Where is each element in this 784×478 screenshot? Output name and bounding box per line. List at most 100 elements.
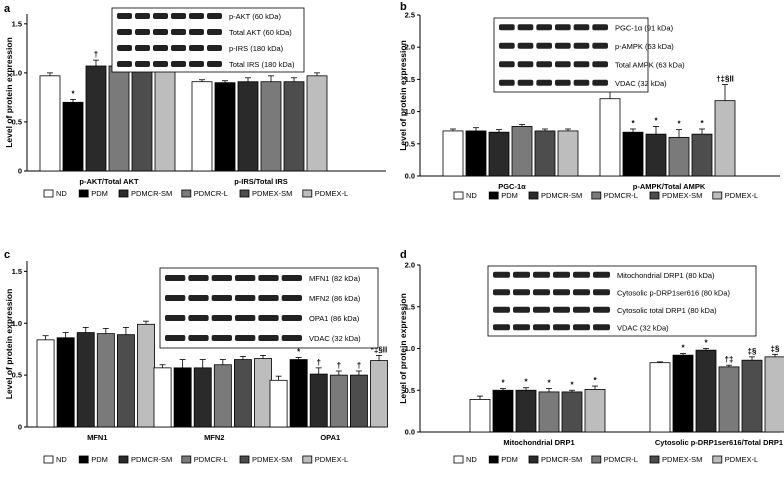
- bar-PDMEX-SM: [349, 374, 368, 428]
- blot-band: [536, 42, 552, 49]
- legend-swatch: [78, 189, 89, 198]
- blot-label: PGC-1α (91 kDa): [615, 23, 674, 32]
- chart-panel-c: c Level of protein expression 0 0.5 1.0 1.5 MF…: [4, 249, 388, 464]
- legend-label: PDMEX-L: [725, 455, 758, 464]
- blot-band: [536, 24, 552, 31]
- blot-label: MFN1 (82 kDa): [309, 274, 361, 283]
- blot-label: MFN2 (86 kDa): [309, 294, 361, 303]
- blot-band: [513, 271, 530, 278]
- bar-PDM: [173, 367, 192, 428]
- blot-band: [258, 275, 279, 281]
- blot-band: [553, 306, 570, 313]
- bar-ND: [36, 339, 55, 428]
- bar-PDMEX-SM: [131, 67, 153, 172]
- blot-band: [211, 335, 232, 341]
- significance-mark: ‡§: [771, 344, 780, 353]
- legend-label: ND: [466, 455, 477, 464]
- legend-label: PDMEX-SM: [252, 189, 292, 198]
- bar-PDMEX-SM: [283, 81, 305, 172]
- significance-mark: †‡§ll: [716, 75, 734, 84]
- blot-band: [117, 61, 132, 67]
- legend-label: ND: [56, 189, 67, 198]
- blot-band: [592, 61, 608, 68]
- blot-band: [189, 45, 204, 51]
- blot-band: [153, 45, 168, 51]
- chart-panel-b: b Level of protein expression 0.0 0.5 1.0 1.5…: [398, 1, 780, 200]
- blot-band: [533, 289, 550, 296]
- category-label: MFN2: [204, 433, 224, 442]
- y-tick-label: 1.0: [12, 68, 22, 77]
- blot-band: [153, 29, 168, 35]
- bar-PDM: [56, 337, 75, 428]
- bar-ND: [649, 362, 671, 433]
- bar-PDMCR-SM: [193, 367, 212, 428]
- blot-band: [553, 324, 570, 331]
- legend-swatch: [78, 455, 89, 464]
- legend-swatch: [712, 191, 723, 200]
- y-tick-label: 1.0: [405, 344, 415, 353]
- blot-band: [573, 271, 590, 278]
- y-tick-label: 0.5: [12, 371, 22, 380]
- bar-PDM: [289, 359, 308, 428]
- legend-label: PDMEX-SM: [252, 455, 292, 464]
- y-tick-label: 0: [18, 423, 22, 432]
- category-label: OPA1: [320, 433, 340, 442]
- y-tick-label: 1.5: [12, 19, 22, 28]
- legend-label: ND: [466, 191, 477, 200]
- blot-band: [165, 315, 186, 321]
- blot-band: [171, 29, 186, 35]
- bar-PDMCR-L: [213, 364, 232, 428]
- bar-PDMEX-SM: [233, 359, 252, 428]
- y-tick-label: 0.5: [405, 139, 415, 148]
- blot-label: p-IRS (180 kDa): [229, 44, 284, 53]
- chart-panel-d: d Level of protein expression 0.0 0.5 1.0 1.5…: [398, 249, 784, 464]
- blot-band: [499, 42, 515, 49]
- blot-band: [235, 315, 256, 321]
- panel-letter: a: [4, 3, 11, 15]
- blot-band: [281, 315, 302, 321]
- legend-swatch: [181, 455, 192, 464]
- y-tick-label: 0: [18, 167, 22, 176]
- y-axis-label: Level of protein expression: [4, 37, 14, 148]
- blot-band: [207, 45, 222, 51]
- blot-band: [573, 61, 590, 68]
- blot-band: [536, 79, 552, 86]
- blot-band: [573, 306, 590, 313]
- blot-band: [189, 61, 204, 67]
- legend-swatch: [118, 189, 129, 198]
- bar-PDMCR-L: [538, 391, 560, 433]
- legend-label: PDMCR-SM: [541, 455, 582, 464]
- blot-label: Total IRS (180 kDa): [229, 60, 295, 69]
- blot-band: [211, 295, 232, 301]
- blot-band: [573, 24, 590, 31]
- significance-mark: *: [677, 120, 681, 129]
- blot-band: [258, 335, 279, 341]
- blot-band: [513, 306, 530, 313]
- significance-mark: *: [501, 379, 505, 388]
- y-tick-label: 1.0: [12, 319, 22, 328]
- legend-label: PDM: [501, 455, 518, 464]
- blot-band: [153, 13, 168, 19]
- legend-swatch: [453, 455, 464, 464]
- bar-PDMEX-L: [254, 358, 272, 428]
- bar-ND: [153, 367, 172, 428]
- blot-band: [171, 61, 186, 67]
- blot-band: [207, 61, 222, 67]
- significance-mark: *: [297, 347, 301, 356]
- legend-swatch: [239, 189, 250, 198]
- blot-band: [235, 335, 256, 341]
- panel-letter: b: [400, 1, 407, 13]
- blot-band: [593, 289, 610, 296]
- significance-mark: *: [570, 380, 574, 389]
- blot-band: [517, 24, 534, 31]
- blot-label: VDAC (32 kDa): [309, 334, 361, 343]
- bar-PDMEX-L: [154, 65, 176, 172]
- y-tick-label: 1.5: [12, 267, 22, 276]
- bar-PDMEX-SM: [561, 391, 583, 433]
- legend-label: PDMEX-SM: [662, 455, 702, 464]
- bar-PDMCR-L: [329, 374, 348, 428]
- bar-PDMEX-SM: [741, 359, 763, 433]
- legend-swatch: [239, 455, 250, 464]
- legend-label: PDM: [501, 191, 518, 200]
- blot-band: [281, 275, 302, 281]
